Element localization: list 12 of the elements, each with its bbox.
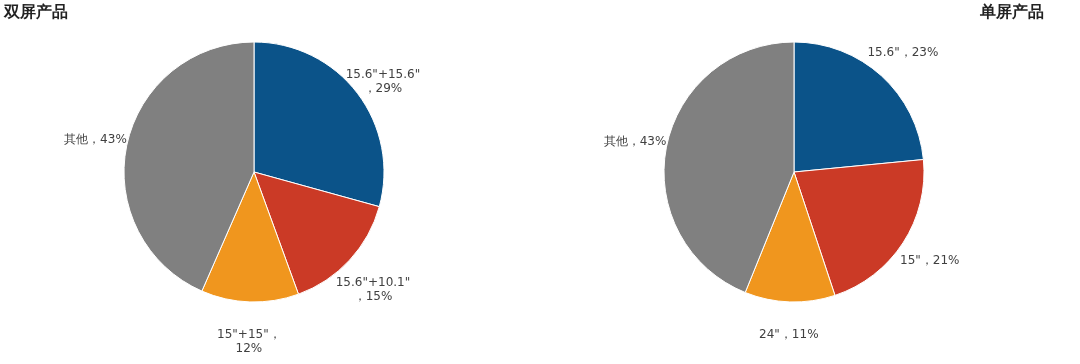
slice-label: 15.6"+10.1" bbox=[335, 274, 411, 289]
text: 单屏产品 bbox=[979, 2, 1044, 21]
slice-label: 15.6"，23% bbox=[867, 45, 939, 60]
data-label: ，15% bbox=[353, 288, 393, 303]
data-label: ，29% bbox=[363, 80, 403, 95]
slice-label: 15.6"+15.6" bbox=[345, 66, 421, 81]
slice-label: 15"，21% bbox=[900, 253, 960, 268]
chart-title: 双屏产品 bbox=[3, 2, 68, 21]
slice-label: 24"，11% bbox=[759, 326, 819, 341]
slice-label: 15"+15"， 12% bbox=[217, 326, 281, 355]
slice-label: 其他，43% bbox=[603, 134, 667, 149]
slice-label: 其他，43% bbox=[64, 131, 127, 146]
